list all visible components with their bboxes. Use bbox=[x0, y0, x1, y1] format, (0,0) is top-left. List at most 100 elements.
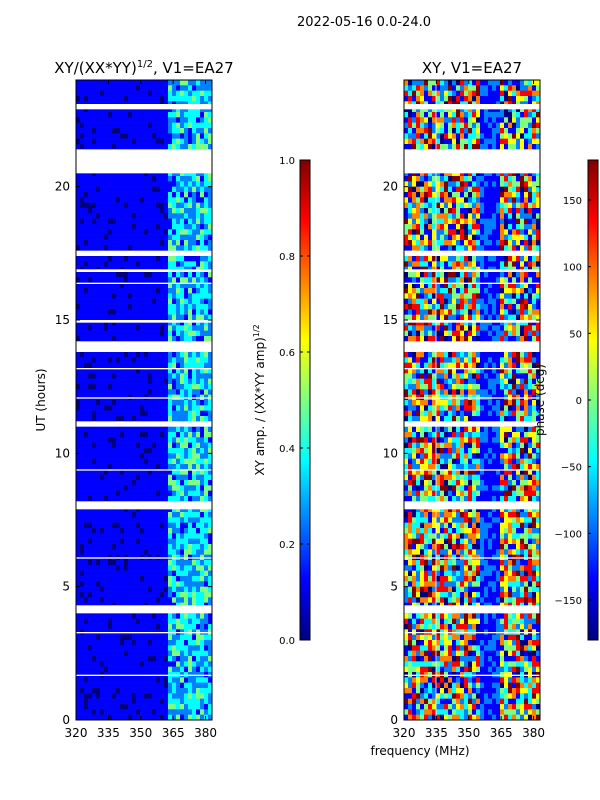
heatmap-cell bbox=[88, 181, 93, 187]
heatmap-cell bbox=[128, 410, 133, 417]
heatmap-cell bbox=[208, 240, 212, 246]
heatmap-cell bbox=[476, 112, 481, 118]
heatmap-cell bbox=[192, 282, 197, 289]
heatmap-cell bbox=[448, 106, 453, 113]
heatmap-cell bbox=[116, 666, 121, 673]
heatmap-cell bbox=[468, 208, 473, 214]
heatmap-cell bbox=[108, 293, 113, 299]
heatmap-cell bbox=[532, 138, 537, 145]
heatmap-cell bbox=[180, 474, 185, 481]
heatmap-cell bbox=[124, 538, 129, 545]
heatmap-cell bbox=[424, 202, 429, 209]
heatmap-cell bbox=[184, 538, 189, 545]
heatmap-cell bbox=[452, 170, 457, 177]
flagged-gap bbox=[76, 320, 212, 323]
heatmap-cell bbox=[124, 464, 129, 470]
heatmap-cell bbox=[180, 661, 185, 667]
heatmap-cell bbox=[192, 592, 197, 598]
heatmap-cell bbox=[188, 138, 193, 145]
heatmap-cell bbox=[172, 656, 177, 662]
heatmap-cell bbox=[112, 122, 117, 129]
heatmap-cell bbox=[168, 416, 173, 422]
heatmap-cell bbox=[440, 128, 445, 134]
heatmap-cell bbox=[92, 613, 97, 619]
heatmap-cell bbox=[92, 453, 97, 459]
heatmap-cell bbox=[104, 282, 109, 289]
heatmap-cell bbox=[160, 352, 165, 358]
heatmap-cell bbox=[140, 208, 145, 214]
heatmap-cell bbox=[140, 469, 145, 475]
heatmap-cell bbox=[184, 122, 189, 129]
heatmap-cell bbox=[180, 218, 185, 225]
heatmap-cell bbox=[76, 480, 81, 486]
heatmap-cell bbox=[76, 512, 81, 518]
heatmap-cell bbox=[156, 496, 161, 502]
heatmap-cell bbox=[436, 202, 441, 209]
heatmap-cell bbox=[144, 442, 149, 449]
heatmap-cell bbox=[188, 698, 193, 705]
heatmap-cell bbox=[204, 261, 209, 267]
heatmap-cell bbox=[112, 661, 117, 667]
heatmap-cell bbox=[148, 490, 153, 497]
heatmap-cell bbox=[196, 133, 201, 139]
heatmap-cell bbox=[208, 288, 212, 294]
heatmap-cell bbox=[168, 581, 173, 587]
heatmap-cell bbox=[108, 192, 113, 198]
heatmap-cell bbox=[104, 234, 109, 241]
heatmap-cell bbox=[76, 528, 81, 534]
heatmap-cell bbox=[112, 202, 117, 209]
heatmap-cell bbox=[472, 144, 477, 150]
heatmap-cell bbox=[140, 661, 145, 667]
heatmap-cell bbox=[104, 272, 109, 278]
heatmap-cell bbox=[196, 538, 201, 545]
heatmap-cell bbox=[84, 693, 89, 699]
heatmap-cell bbox=[208, 133, 212, 139]
heatmap-cell bbox=[124, 533, 129, 539]
heatmap-cell bbox=[172, 208, 177, 214]
heatmap-cell bbox=[76, 517, 81, 523]
heatmap-cell bbox=[188, 656, 193, 662]
heatmap-cell bbox=[116, 293, 121, 299]
heatmap-cell bbox=[192, 714, 197, 720]
heatmap-cell bbox=[160, 96, 165, 102]
heatmap-cell bbox=[140, 320, 145, 326]
heatmap-cell bbox=[96, 384, 101, 390]
heatmap-cell bbox=[164, 320, 169, 326]
heatmap-cell bbox=[188, 512, 193, 518]
heatmap-cell bbox=[152, 576, 157, 582]
heatmap-cell bbox=[488, 170, 493, 177]
heatmap-cell bbox=[140, 144, 145, 150]
flagged-gap bbox=[76, 605, 212, 614]
heatmap-cell bbox=[160, 538, 165, 545]
heatmap-cell bbox=[452, 176, 457, 182]
heatmap-cell bbox=[168, 208, 173, 214]
heatmap-cell bbox=[500, 80, 505, 86]
heatmap-cell bbox=[92, 325, 97, 331]
heatmap-cell bbox=[200, 357, 205, 363]
heatmap-cell bbox=[84, 181, 89, 187]
heatmap-cell bbox=[156, 544, 161, 550]
heatmap-cell bbox=[168, 544, 173, 550]
heatmap-cell bbox=[196, 272, 201, 278]
amp-colorbar-label: XY amp. / (XX*YY amp)1/2 bbox=[252, 324, 267, 475]
heatmap-cell bbox=[128, 426, 133, 433]
heatmap-cell bbox=[180, 586, 185, 593]
heatmap-cell bbox=[184, 496, 189, 502]
heatmap-cell bbox=[152, 389, 157, 395]
heatmap-cell bbox=[92, 592, 97, 598]
heatmap-cell bbox=[492, 133, 497, 139]
heatmap-cell bbox=[108, 202, 113, 209]
heatmap-cell bbox=[148, 325, 153, 331]
heatmap-cell bbox=[204, 490, 209, 497]
heatmap-cell bbox=[136, 197, 141, 203]
heatmap-cell bbox=[188, 405, 193, 411]
heatmap-cell bbox=[80, 618, 85, 625]
heatmap-cell bbox=[132, 453, 137, 459]
heatmap-cell bbox=[88, 256, 93, 262]
heatmap-cell bbox=[412, 192, 417, 198]
heatmap-cell bbox=[96, 325, 101, 331]
heatmap-cell bbox=[452, 202, 457, 209]
heatmap-cell bbox=[92, 234, 97, 241]
flagged-gap bbox=[76, 557, 212, 559]
